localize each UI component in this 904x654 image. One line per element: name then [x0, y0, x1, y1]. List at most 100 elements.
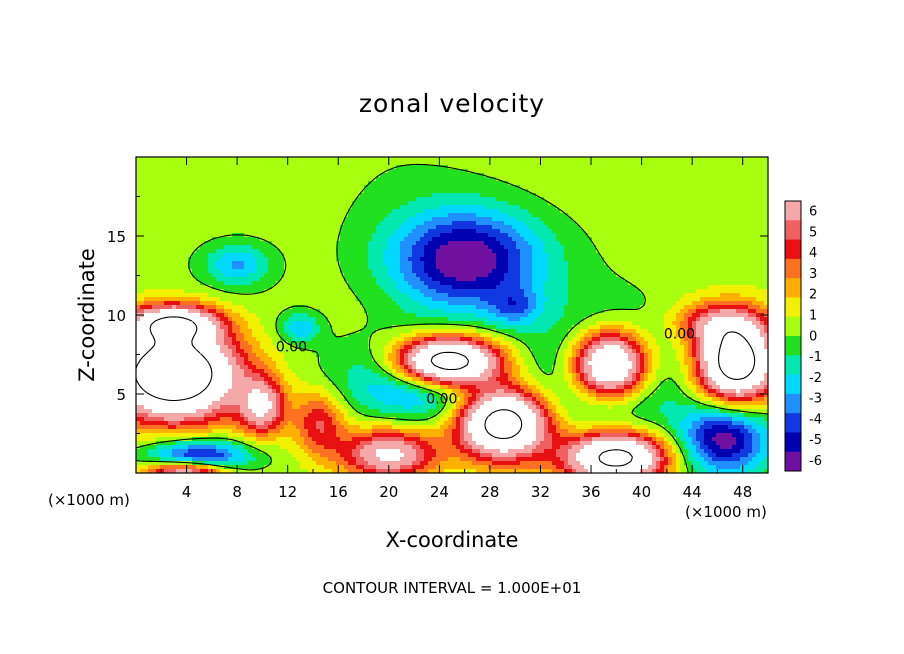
- heatmap-cell: [712, 213, 717, 218]
- heatmap-cell: [360, 165, 365, 170]
- heatmap-cell: [412, 257, 417, 262]
- heatmap-cell: [644, 201, 649, 206]
- heatmap-cell: [528, 173, 533, 178]
- heatmap-cell: [596, 197, 601, 202]
- heatmap-cell: [500, 185, 505, 190]
- heatmap-cell: [272, 265, 277, 270]
- heatmap-cell: [640, 165, 645, 170]
- heatmap-cell: [252, 209, 257, 214]
- heatmap-cell: [756, 241, 761, 246]
- heatmap-cell: [612, 261, 617, 266]
- heatmap-cell: [436, 173, 441, 178]
- heatmap-cell: [608, 233, 613, 238]
- heatmap-cell: [580, 177, 585, 182]
- heatmap-cell: [360, 209, 365, 214]
- heatmap-cell: [424, 245, 429, 250]
- heatmap-cell: [636, 177, 641, 182]
- heatmap-cell: [388, 277, 393, 282]
- heatmap-cell: [704, 201, 709, 206]
- heatmap-cell: [712, 181, 717, 186]
- heatmap-cell: [380, 157, 385, 162]
- heatmap-cell: [248, 281, 253, 286]
- heatmap-cell: [712, 173, 717, 178]
- heatmap-cell: [216, 157, 221, 162]
- heatmap-cell: [584, 229, 589, 234]
- heatmap-cell: [324, 229, 329, 234]
- heatmap-cell: [512, 221, 517, 226]
- heatmap-cell: [176, 249, 181, 254]
- heatmap-cell: [532, 245, 537, 250]
- heatmap-cell: [704, 261, 709, 266]
- heatmap-cell: [256, 169, 261, 174]
- heatmap-cell: [600, 173, 605, 178]
- heatmap-cell: [332, 281, 337, 286]
- heatmap-cell: [748, 209, 753, 214]
- heatmap-cell: [384, 229, 389, 234]
- heatmap-cell: [256, 205, 261, 210]
- heatmap-cell: [696, 241, 701, 246]
- heatmap-cell: [456, 213, 461, 218]
- heatmap-cell: [440, 161, 445, 166]
- heatmap-cell: [568, 173, 573, 178]
- heatmap-cell: [492, 161, 497, 166]
- heatmap-cell: [468, 185, 473, 190]
- heatmap-cell: [660, 209, 665, 214]
- heatmap-cell: [400, 273, 405, 278]
- heatmap-cell: [492, 261, 497, 266]
- heatmap-cell: [624, 269, 629, 274]
- heatmap-cell: [152, 237, 157, 242]
- heatmap-cell: [304, 177, 309, 182]
- heatmap-cell: [244, 269, 249, 274]
- heatmap-cell: [416, 177, 421, 182]
- heatmap-cell: [248, 265, 253, 270]
- heatmap-cell: [360, 281, 365, 286]
- heatmap-cell: [292, 249, 297, 254]
- heatmap-cell: [284, 273, 289, 278]
- heatmap-cell: [140, 265, 145, 270]
- heatmap-cell: [612, 249, 617, 254]
- heatmap-cell: [612, 229, 617, 234]
- heatmap-cell: [220, 161, 225, 166]
- heatmap-cell: [180, 161, 185, 166]
- heatmap-cell: [284, 197, 289, 202]
- heatmap-cell: [652, 169, 657, 174]
- heatmap-cell: [216, 161, 221, 166]
- heatmap-cell: [264, 269, 269, 274]
- heatmap-cell: [340, 209, 345, 214]
- heatmap-cell: [520, 209, 525, 214]
- heatmap-cell: [396, 245, 401, 250]
- heatmap-cell: [252, 177, 257, 182]
- heatmap-cell: [260, 169, 265, 174]
- heatmap-cell: [576, 185, 581, 190]
- heatmap-cell: [640, 249, 645, 254]
- heatmap-cell: [140, 189, 145, 194]
- heatmap-cell: [648, 193, 653, 198]
- heatmap-cell: [564, 165, 569, 170]
- heatmap-cell: [152, 205, 157, 210]
- heatmap-cell: [476, 261, 481, 266]
- heatmap-cell: [316, 241, 321, 246]
- heatmap-cell: [564, 189, 569, 194]
- heatmap-cell: [444, 157, 449, 162]
- heatmap-cell: [392, 281, 397, 286]
- heatmap-cell: [144, 177, 149, 182]
- heatmap-cell: [432, 277, 437, 282]
- heatmap-cell: [448, 193, 453, 198]
- heatmap-cell: [760, 197, 765, 202]
- heatmap-cell: [368, 273, 373, 278]
- heatmap-cell: [552, 257, 557, 262]
- heatmap-cell: [752, 273, 757, 278]
- heatmap-cell: [620, 257, 625, 262]
- heatmap-cell: [336, 193, 341, 198]
- heatmap-cell: [232, 273, 237, 278]
- heatmap-cell: [548, 169, 553, 174]
- heatmap-cell: [388, 237, 393, 242]
- heatmap-cell: [540, 161, 545, 166]
- heatmap-cell: [348, 185, 353, 190]
- heatmap-cell: [604, 233, 609, 238]
- heatmap-cell: [640, 169, 645, 174]
- heatmap-cell: [456, 169, 461, 174]
- heatmap-cell: [140, 273, 145, 278]
- heatmap-cell: [640, 185, 645, 190]
- heatmap-cell: [144, 185, 149, 190]
